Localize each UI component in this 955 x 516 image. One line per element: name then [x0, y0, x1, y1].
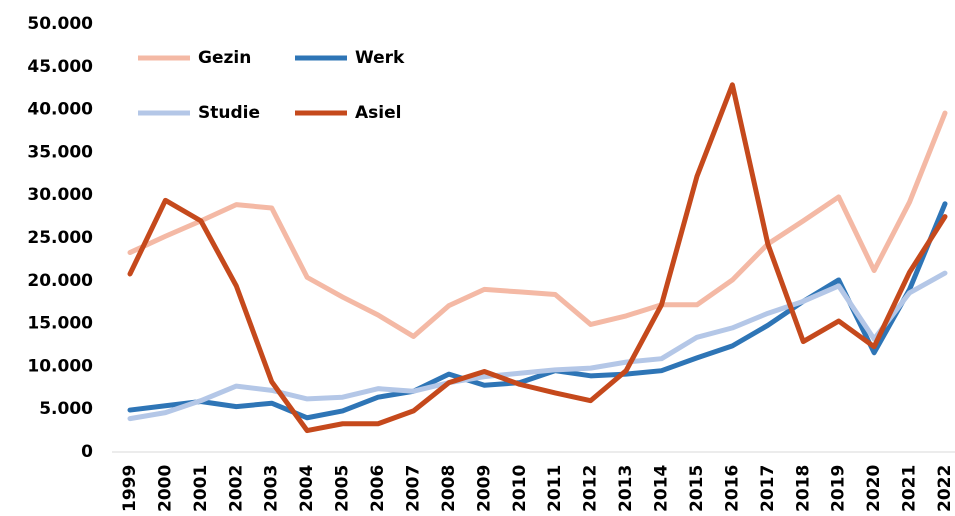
x-tick-label: 2005 — [333, 465, 353, 512]
x-tick-label: 2000 — [155, 465, 175, 512]
y-tick-label: 0 — [81, 442, 93, 462]
y-tick-label: 15.000 — [27, 314, 93, 334]
y-tick-label: 50.000 — [27, 14, 93, 34]
x-tick-label: 2020 — [864, 465, 884, 512]
y-tick-label: 5.000 — [39, 399, 93, 419]
x-tick-label: 2002 — [226, 465, 246, 512]
y-tick-label: 20.000 — [27, 271, 93, 291]
series-line — [127, 270, 948, 422]
y-tick-label: 30.000 — [27, 185, 93, 205]
legend-label: Asiel — [355, 103, 401, 123]
x-tick-label: 2013 — [616, 465, 636, 512]
legend-label: Gezin — [198, 48, 251, 68]
x-tick-label: 2003 — [262, 465, 282, 512]
x-tick-label: 2016 — [722, 465, 742, 512]
x-tick-label: 2009 — [474, 465, 494, 512]
x-tick-label: 2011 — [545, 465, 565, 512]
x-tick-label: 2015 — [687, 465, 707, 512]
x-tick-label: 2010 — [510, 465, 530, 512]
x-tick-label: 2017 — [758, 465, 778, 512]
x-tick-label: 2018 — [793, 465, 813, 512]
x-tick-label: 2022 — [935, 465, 955, 512]
x-tick-label: 2006 — [368, 465, 388, 512]
y-tick-label: 45.000 — [27, 57, 93, 77]
x-tick-label: 2001 — [191, 465, 211, 512]
x-tick-label: 2012 — [581, 465, 601, 512]
x-tick-label: 2019 — [829, 465, 849, 512]
y-tick-label: 10.000 — [27, 356, 93, 376]
series-line — [127, 110, 948, 339]
y-tick-label: 35.000 — [27, 142, 93, 162]
x-tick-label: 1999 — [120, 465, 140, 512]
legend-label: Werk — [355, 48, 405, 68]
y-tick-label: 25.000 — [27, 228, 93, 248]
x-tick-label: 2008 — [439, 465, 459, 512]
x-tick-label: 2014 — [652, 465, 672, 512]
legend-label: Studie — [198, 103, 260, 123]
series-line — [127, 82, 948, 434]
x-tick-label: 2007 — [403, 465, 423, 512]
y-tick-label: 40.000 — [27, 100, 93, 120]
x-tick-label: 2004 — [297, 465, 317, 512]
x-tick-label: 2021 — [900, 465, 920, 512]
